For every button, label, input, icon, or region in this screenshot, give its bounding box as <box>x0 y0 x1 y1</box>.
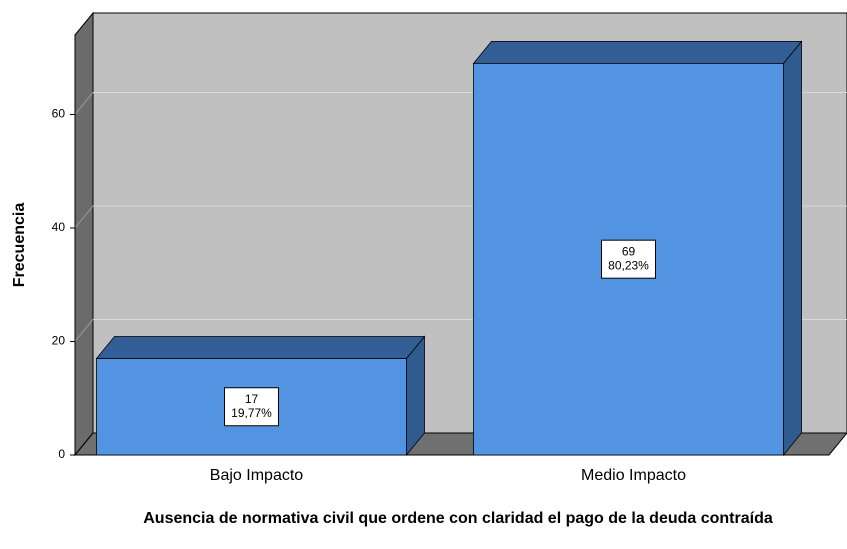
bar-side <box>783 40 802 457</box>
x-tick-label: Bajo Impacto <box>210 467 303 484</box>
y-tick-label: 20 <box>52 334 66 348</box>
y-tick-label: 0 <box>58 447 65 461</box>
bar-top <box>472 40 803 64</box>
side-wall <box>74 11 94 457</box>
x-tick-label: Medio Impacto <box>581 467 686 484</box>
data-label: 17 <box>245 392 259 406</box>
y-tick-label: 40 <box>52 220 66 234</box>
data-label-box <box>601 239 656 279</box>
grid-line <box>74 319 94 342</box>
bar-top <box>95 336 426 359</box>
y-tick-label: 60 <box>52 107 66 121</box>
grid-line <box>74 205 94 229</box>
data-label-box <box>224 387 279 427</box>
data-label: 69 <box>622 244 636 258</box>
chart-title: Ausencia de normativa civil que ordene c… <box>143 510 773 527</box>
data-label: 80,23% <box>608 258 649 272</box>
data-label: 19,77% <box>231 406 272 420</box>
y-axis-label: Frecuencia <box>11 203 28 288</box>
grid-line <box>74 92 94 115</box>
